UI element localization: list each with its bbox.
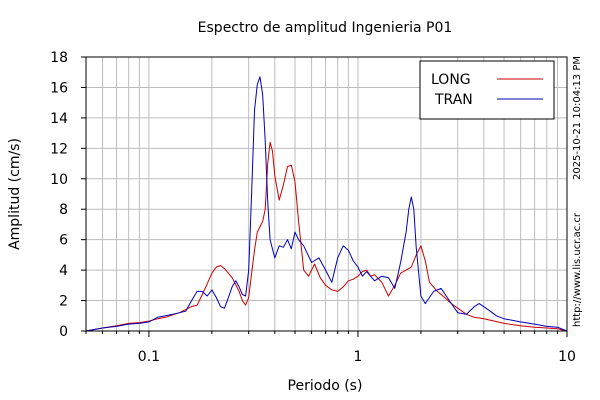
legend-box [419, 60, 555, 120]
legend-label-tran: TRAN [434, 92, 473, 108]
y-tick-label: 0 [59, 324, 68, 340]
timestamp-label: 2025-10-21 10:04:13 PM [572, 56, 583, 180]
x-axis-label: Periodo (s) [288, 378, 363, 394]
y-tick-label: 8 [59, 202, 68, 218]
y-tick-label: 16 [50, 80, 68, 96]
legend: LONG TRAN [419, 60, 555, 120]
y-axis-label: Amplitud (cm/s) [7, 138, 23, 250]
series-layer [85, 76, 568, 332]
series-line-long [85, 141, 568, 332]
x-axis-ticks: 0.1 1 10 [85, 331, 576, 365]
y-axis-ticks: 0 2 4 6 8 10 12 14 16 18 [50, 50, 86, 340]
source-url-label: http://www.lis.ucr.ac.cr [572, 212, 583, 327]
y-tick-label: 4 [59, 263, 68, 279]
y-tick-label: 10 [50, 172, 68, 188]
x-tick-label: 10 [558, 349, 576, 365]
legend-label-long: LONG [431, 72, 471, 88]
y-tick-label: 18 [50, 50, 68, 66]
x-tick-label: 1 [354, 349, 363, 365]
y-tick-label: 14 [50, 111, 68, 127]
y-tick-label: 6 [59, 233, 68, 249]
x-tick-label: 0.1 [138, 349, 160, 365]
y-tick-label: 12 [50, 141, 68, 157]
chart-title: Espectro de amplitud Ingenieria P01 [198, 20, 453, 36]
y-tick-label: 2 [59, 294, 68, 310]
plot-frame [85, 56, 568, 332]
series-line-tran [85, 76, 568, 332]
